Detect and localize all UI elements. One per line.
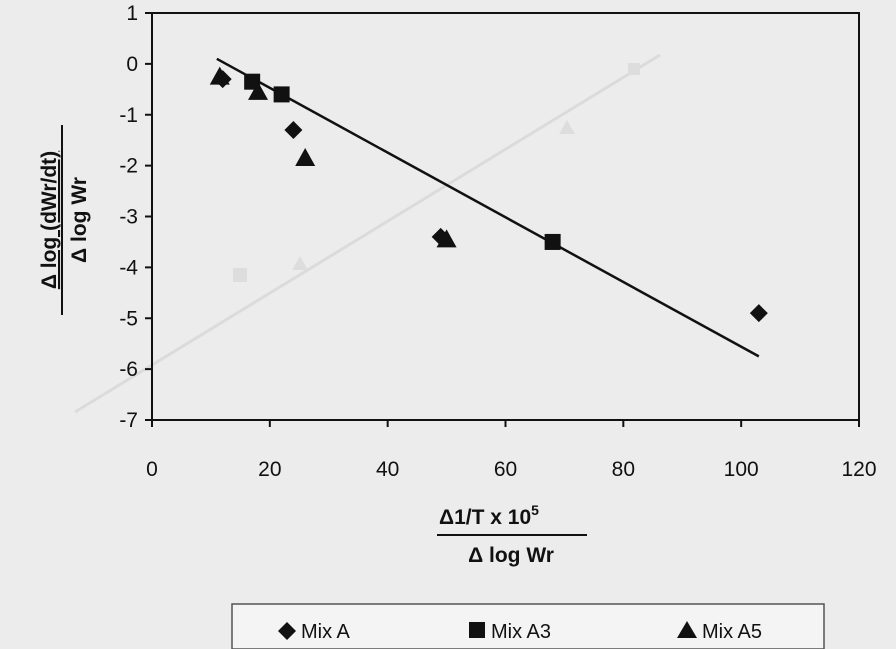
legend-box xyxy=(231,603,825,649)
legend-label-mix-a: Mix A xyxy=(301,621,351,643)
data-point-mix-a xyxy=(284,121,303,140)
x-axis-ticks: 0 20 40 60 80 100 120 xyxy=(146,420,877,481)
x-axis-label-superscript: 5 xyxy=(531,502,539,518)
y-tick-label: -1 xyxy=(119,104,138,127)
x-axis-label: Δ1/T x 105 Δ log Wr xyxy=(437,502,587,567)
legend-diamond-icon xyxy=(278,622,296,640)
x-tick-label: 80 xyxy=(612,458,635,481)
y-tick-label: -6 xyxy=(119,358,138,381)
legend-label-mix-a3: Mix A3 xyxy=(491,621,551,643)
x-tick-label: 0 xyxy=(146,458,158,481)
y-axis-label-denominator: Δ log Wr xyxy=(68,177,91,263)
data-point-mix-a5 xyxy=(248,81,269,100)
legend-square-icon xyxy=(469,622,485,638)
y-tick-label: -3 xyxy=(119,206,138,229)
x-axis-label-numerator: Δ1/T x 105 xyxy=(439,502,539,529)
y-tick-label: 0 xyxy=(126,53,138,76)
legend-item-mix-a3: Mix A3 xyxy=(469,621,551,643)
x-tick-label: 40 xyxy=(376,458,399,481)
y-axis-label-numerator: Δ log (dWr/dt) xyxy=(38,151,61,289)
legend-item-mix-a5: Mix A5 xyxy=(677,621,762,643)
legend: Mix A Mix A3 Mix A5 xyxy=(231,603,825,649)
legend-label-mix-a5: Mix A5 xyxy=(702,621,762,643)
data-markers xyxy=(209,66,768,323)
x-tick-label: 120 xyxy=(841,458,876,481)
bleed-through-background xyxy=(74,53,661,414)
y-tick-label: -7 xyxy=(119,409,138,432)
data-point-mix-a5 xyxy=(436,229,457,248)
y-tick-label: -4 xyxy=(119,256,138,279)
x-axis-label-numerator-base: Δ1/T x 10 xyxy=(439,506,531,529)
y-tick-label: -2 xyxy=(119,155,138,178)
data-point-mix-a xyxy=(749,304,768,323)
x-tick-label: 60 xyxy=(494,458,517,481)
legend-item-mix-a: Mix A xyxy=(278,621,351,643)
y-tick-label: -5 xyxy=(119,307,138,330)
data-point-mix-a5 xyxy=(209,66,230,85)
x-axis-label-denominator: Δ log Wr xyxy=(468,544,554,567)
y-tick-label: 1 xyxy=(126,2,138,25)
x-tick-label: 20 xyxy=(258,458,281,481)
data-point-mix-a3 xyxy=(273,86,290,103)
data-point-mix-a3 xyxy=(544,233,561,250)
x-tick-label: 100 xyxy=(724,458,759,481)
trend-line xyxy=(216,57,760,358)
legend-triangle-icon xyxy=(677,621,697,638)
y-axis-label: Δ log (dWr/dt) Δ log Wr xyxy=(38,125,91,315)
data-point-mix-a5 xyxy=(295,147,316,166)
y-axis-ticks: 1 0 -1 -2 -3 -4 -5 -6 -7 xyxy=(119,2,152,432)
